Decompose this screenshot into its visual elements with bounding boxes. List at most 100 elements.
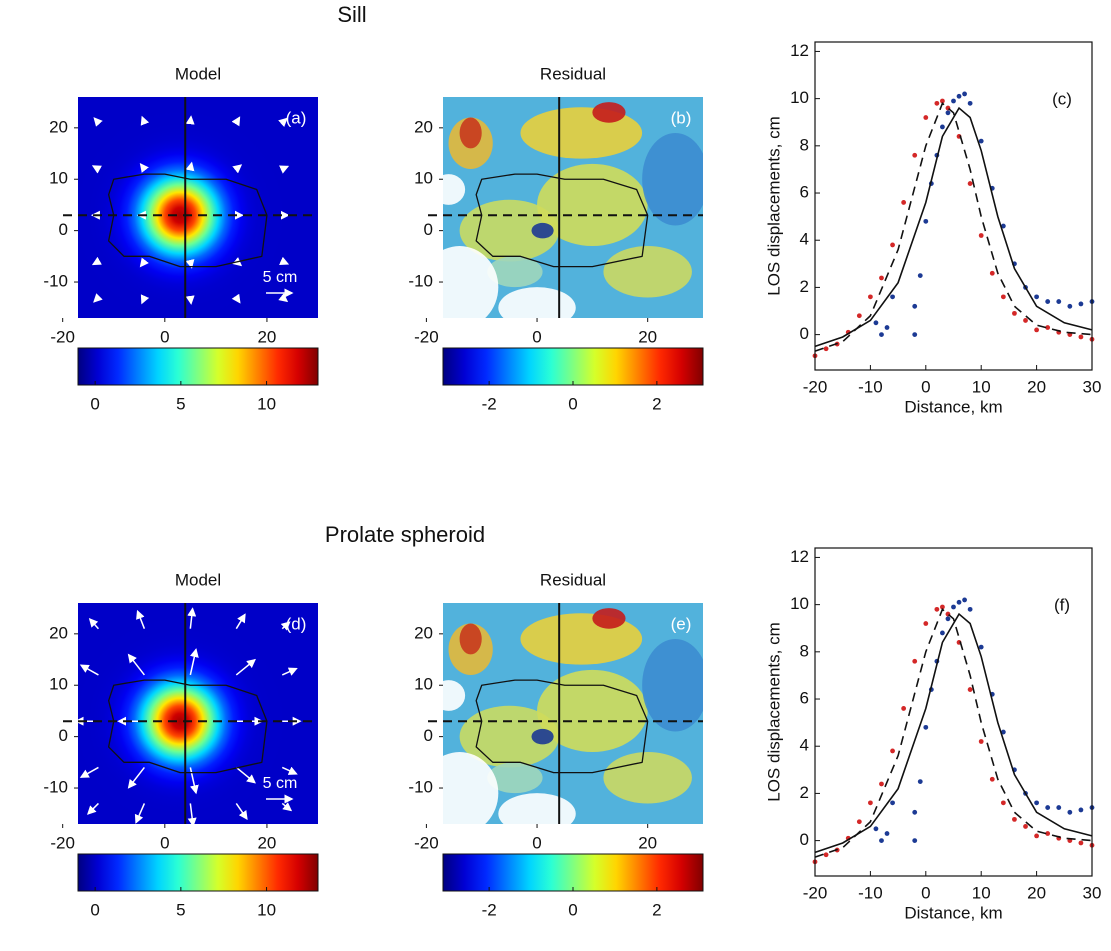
displacement-arrow [127, 653, 145, 676]
displacement-arrow [279, 165, 290, 174]
map-image [78, 97, 318, 318]
colorbar [77, 347, 319, 386]
data-point [1078, 301, 1084, 307]
y-tick-label: 0 [800, 324, 809, 343]
x-axis-label: Distance, km [904, 397, 1002, 416]
y-tick-label: 20 [414, 623, 433, 642]
data-point [978, 233, 984, 238]
data-point [890, 242, 895, 248]
displacement-arrow [139, 257, 149, 268]
residual-patch [459, 117, 482, 149]
displacement-arrow [280, 621, 291, 631]
displacement-arrow [136, 609, 146, 629]
data-point [956, 599, 962, 605]
residual-patch [443, 680, 466, 711]
data-point [823, 346, 829, 352]
row-title: Prolate spheroid [325, 522, 485, 547]
data-point [1078, 840, 1084, 846]
data-point [940, 98, 945, 104]
data-point [951, 98, 956, 104]
data-point [1034, 800, 1039, 806]
displacement-arrow [278, 292, 289, 303]
colorbar-tick-label: 0 [568, 394, 577, 413]
data-point [1067, 809, 1073, 815]
displacement-arrow [232, 164, 243, 174]
data-point [1000, 729, 1006, 735]
data-point [873, 826, 879, 832]
y-tick-label: 10 [414, 675, 433, 694]
y-tick-label: 6 [800, 689, 809, 708]
x-tick-label: -20 [414, 833, 439, 852]
x-axis-label: Distance, km [904, 903, 1002, 922]
x-tick-label: 10 [972, 377, 991, 396]
data-point [1056, 299, 1062, 304]
data-point [978, 138, 984, 144]
x-tick-label: 20 [638, 833, 657, 852]
data-point [967, 687, 973, 692]
y-tick-label: 2 [800, 277, 809, 296]
x-tick-label: -20 [50, 833, 75, 852]
model-line [814, 608, 1093, 858]
x-tick-label: 0 [532, 327, 541, 346]
data-point [978, 739, 984, 744]
data-point [989, 270, 995, 276]
colorbar-tick-label: 2 [652, 394, 661, 413]
colorbar-tick-label: 0 [568, 900, 577, 919]
data-point [917, 779, 923, 785]
y-tick-label: 12 [790, 41, 809, 60]
x-tick-label: -20 [50, 327, 75, 346]
x-tick-label: 0 [921, 377, 930, 396]
data-point [1000, 800, 1006, 806]
data-point [879, 332, 884, 338]
map-image [443, 603, 703, 824]
y-tick-label: 10 [414, 169, 433, 188]
plot-area [815, 42, 1092, 370]
y-tick-label: -10 [43, 778, 68, 797]
row-title: Sill [337, 2, 366, 27]
colorbar-tick-label: -2 [482, 900, 497, 919]
y-tick-label: 8 [800, 135, 809, 154]
displacement-arrow [185, 115, 195, 125]
y-tick-label: 4 [800, 736, 809, 755]
residual-patch [592, 102, 626, 123]
residual-patch [459, 623, 482, 655]
y-tick-label: 8 [800, 641, 809, 660]
x-tick-label: 20 [257, 327, 276, 346]
data-point [912, 838, 918, 844]
data-point [940, 124, 945, 130]
colorbar-tick-label: 5 [176, 900, 185, 919]
plot-area [815, 548, 1092, 876]
displacement-arrow [235, 613, 246, 630]
data-point [912, 303, 918, 309]
x-tick-label: 0 [921, 883, 930, 902]
displacement-arrow [281, 766, 298, 775]
displacement-arrow [140, 115, 150, 126]
displacement-arrow [91, 256, 102, 266]
data-point [940, 604, 945, 610]
data-point [879, 838, 884, 844]
data-point [923, 218, 929, 224]
deformation-outline [475, 173, 649, 268]
x-tick-label: 0 [160, 327, 169, 346]
data-point [1078, 334, 1084, 340]
panel-title: Residual [540, 570, 606, 589]
y-tick-label: 2 [800, 783, 809, 802]
data-point [917, 273, 923, 279]
data-point [823, 852, 829, 858]
residual-patch [642, 132, 703, 226]
data-point [923, 724, 929, 730]
displacement-arrow [140, 294, 150, 305]
y-tick-label: 0 [59, 220, 68, 239]
data-point [978, 644, 984, 650]
y-tick-label: -10 [408, 272, 433, 291]
y-tick-label: 0 [424, 726, 433, 745]
data-point [1000, 223, 1006, 229]
displacement-arrow [187, 803, 197, 824]
panel-label: (e) [671, 614, 692, 633]
plot-frame [814, 547, 1093, 877]
displacement-arrow [235, 766, 256, 784]
y-tick-label: 20 [414, 117, 433, 136]
displacement-arrow [189, 648, 199, 676]
